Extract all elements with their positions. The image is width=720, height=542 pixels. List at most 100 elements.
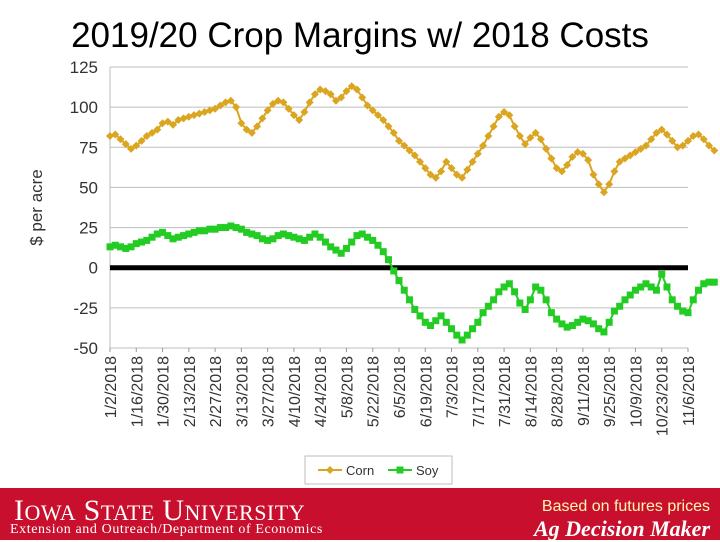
- corn-point-110: [684, 136, 692, 145]
- corn-point-73: [489, 122, 498, 131]
- soy-point-46: [348, 238, 356, 246]
- corn-point-44: [337, 93, 346, 102]
- corn-point-53: [384, 122, 393, 131]
- corn-point-66: [452, 170, 461, 179]
- x-tick-label-15: 7/31/2018: [497, 356, 514, 427]
- soy-point-23: [227, 222, 235, 230]
- corn-point-23: [226, 96, 235, 105]
- soy-point-41: [321, 238, 329, 246]
- corn-point-29: [258, 114, 267, 123]
- y-tick-label-6: -25: [73, 299, 98, 318]
- legend-corn-label: Corn: [346, 463, 374, 478]
- soy-point-25: [237, 225, 245, 233]
- corn-point-102: [641, 141, 650, 150]
- soy-point-73: [490, 296, 498, 304]
- corn-point-91: [584, 156, 593, 165]
- footer-bar: IOWA STATE UNIVERSITY Extension and Outr…: [0, 488, 720, 541]
- corn-point-97: [615, 157, 624, 166]
- corn-point-45: [342, 87, 351, 96]
- x-tick-label-7: 4/10/2018: [287, 356, 304, 427]
- x-tick-label-4: 2/27/2018: [208, 356, 225, 427]
- soy-point-104: [652, 286, 660, 294]
- soy-point-69: [469, 325, 477, 333]
- corn-point-78: [515, 132, 524, 141]
- legend-soy-marker: [396, 466, 404, 474]
- corn-point-61: [426, 170, 435, 179]
- corn-point-37: [300, 107, 309, 116]
- soy-point-103: [647, 283, 655, 291]
- corn-point-100: [631, 148, 640, 157]
- soy-point-20: [211, 225, 219, 233]
- corn-point-46: [347, 82, 356, 91]
- corn-point-26: [242, 125, 251, 134]
- corn-point-58: [410, 151, 419, 160]
- x-tick-label-11: 6/5/2018: [392, 356, 409, 418]
- x-tick-label-20: 10/9/2018: [628, 356, 645, 427]
- soy-point-32: [274, 232, 282, 240]
- corn-point-3: [121, 140, 130, 149]
- corn-point-109: [678, 141, 687, 150]
- corn-point-112: [694, 130, 703, 139]
- soy-point-51: [374, 241, 382, 249]
- y-tick-label-0: 125: [70, 58, 98, 77]
- soy-point-34: [285, 232, 293, 240]
- soy-point-82: [537, 286, 545, 294]
- soy-point-106: [663, 283, 671, 291]
- soy-point-84: [547, 309, 555, 317]
- soy-point-17: [195, 227, 203, 235]
- soy-point-53: [384, 256, 392, 264]
- corn-point-113: [699, 135, 708, 144]
- corn-point-5: [132, 141, 141, 150]
- soy-point-112: [695, 286, 703, 294]
- soy-point-54: [390, 267, 398, 275]
- corn-point-36: [295, 115, 304, 124]
- soy-point-92: [589, 320, 597, 328]
- soy-point-77: [511, 288, 519, 296]
- slide-title: 2019/20 Crop Margins w/ 2018 Costs: [71, 16, 649, 55]
- x-tick-label-1: 1/16/2018: [129, 356, 146, 427]
- corn-point-25: [237, 119, 246, 128]
- x-tick-label-16: 8/14/2018: [523, 356, 540, 427]
- soy-point-110: [684, 309, 692, 317]
- corn-point-67: [458, 173, 467, 182]
- university-wordmark-logo: IOWA STATE UNIVERSITY: [14, 494, 306, 527]
- soy-point-95: [605, 318, 613, 326]
- soy-point-74: [495, 288, 503, 296]
- corn-point-101: [636, 144, 645, 153]
- x-tick-label-17: 8/28/2018: [550, 356, 567, 427]
- soy-point-79: [521, 305, 529, 313]
- corn-point-77: [510, 122, 519, 131]
- soy-point-1: [111, 241, 119, 249]
- soy-point-22: [222, 224, 230, 232]
- soy-point-59: [416, 312, 424, 320]
- soy-point-40: [316, 233, 324, 241]
- soy-point-67: [458, 336, 466, 344]
- corn-point-104: [652, 128, 661, 137]
- legend-soy-label: Soy: [416, 463, 439, 478]
- corn-point-105: [657, 125, 666, 134]
- corn-point-39: [310, 90, 319, 99]
- soy-point-101: [637, 283, 645, 291]
- legend-box: [304, 455, 453, 485]
- x-tick-label-8: 4/24/2018: [313, 356, 330, 427]
- corn-point-87: [563, 160, 572, 169]
- soy-point-2: [117, 243, 125, 251]
- corn-point-28: [253, 122, 262, 131]
- x-tick-label-12: 6/19/2018: [418, 356, 435, 427]
- soy-point-60: [421, 318, 429, 326]
- corn-point-98: [620, 154, 629, 163]
- soy-point-100: [631, 286, 639, 294]
- futures-note: Based on futures prices: [541, 498, 710, 515]
- corn-point-62: [431, 173, 440, 182]
- corn-point-106: [662, 130, 671, 139]
- x-tick-label-22: 11/6/2018: [681, 356, 698, 426]
- soy-point-102: [642, 280, 650, 288]
- soy-point-13: [174, 233, 182, 241]
- legend: Corn Soy: [304, 455, 453, 485]
- corn-point-86: [557, 167, 566, 176]
- corn-point-70: [473, 149, 482, 158]
- corn-point-60: [421, 164, 430, 173]
- soy-point-80: [526, 296, 534, 304]
- soy-point-47: [353, 232, 361, 240]
- soy-point-72: [484, 302, 492, 310]
